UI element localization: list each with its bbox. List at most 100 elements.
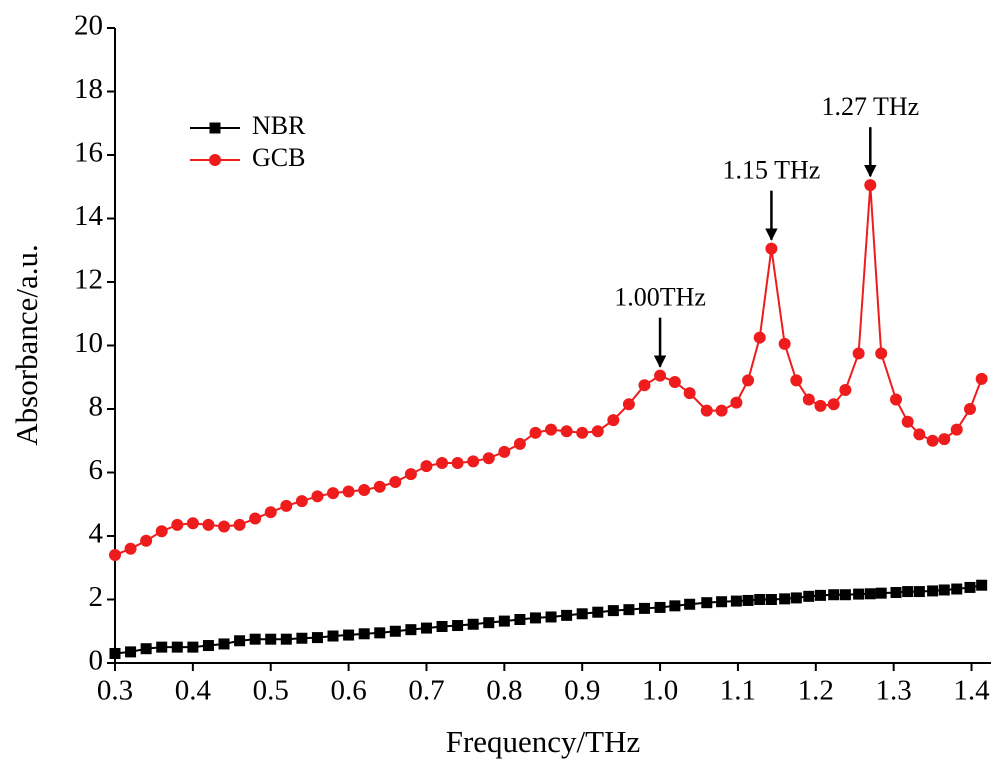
y-tick-label: 16 bbox=[74, 137, 103, 169]
data-point bbox=[186, 517, 199, 530]
data-point bbox=[140, 643, 152, 655]
data-point bbox=[839, 383, 852, 396]
data-point bbox=[623, 604, 635, 616]
data-point bbox=[902, 586, 914, 598]
data-point bbox=[234, 635, 246, 647]
data-point bbox=[742, 374, 755, 387]
x-tick-label: 1.4 bbox=[953, 675, 990, 707]
data-point bbox=[890, 587, 902, 599]
data-point bbox=[700, 404, 713, 417]
data-point bbox=[864, 588, 876, 600]
data-point bbox=[828, 589, 840, 601]
data-point bbox=[109, 549, 121, 562]
data-point bbox=[926, 434, 939, 447]
data-point bbox=[576, 426, 589, 439]
data-point bbox=[404, 468, 417, 481]
data-point bbox=[964, 581, 976, 593]
data-point bbox=[124, 542, 137, 555]
data-point bbox=[420, 622, 432, 634]
data-point bbox=[560, 425, 573, 438]
data-point bbox=[420, 460, 433, 473]
data-point bbox=[913, 428, 926, 441]
data-point bbox=[296, 632, 308, 644]
data-point bbox=[280, 499, 293, 512]
data-point bbox=[730, 396, 743, 409]
data-point bbox=[529, 426, 542, 439]
data-point bbox=[701, 597, 713, 609]
data-point bbox=[802, 393, 815, 406]
data-point bbox=[342, 485, 355, 498]
data-point bbox=[343, 629, 355, 641]
data-point bbox=[467, 455, 480, 468]
data-point bbox=[545, 423, 558, 436]
data-point bbox=[790, 374, 803, 387]
x-tick-label: 0.5 bbox=[253, 675, 289, 707]
data-point bbox=[514, 614, 526, 626]
data-point bbox=[592, 606, 604, 618]
data-point bbox=[498, 615, 510, 627]
data-point bbox=[716, 596, 728, 608]
annotation-text: 1.00THz bbox=[614, 283, 706, 312]
data-point bbox=[265, 633, 277, 645]
data-point bbox=[765, 594, 777, 605]
data-point bbox=[901, 415, 914, 428]
data-point bbox=[976, 579, 988, 591]
data-point bbox=[790, 592, 802, 604]
x-tick-label: 0.3 bbox=[97, 675, 133, 707]
data-point bbox=[638, 602, 650, 614]
x-tick-label: 0.7 bbox=[408, 675, 444, 707]
y-tick-label: 4 bbox=[89, 518, 104, 550]
y-tick-label: 20 bbox=[74, 10, 103, 42]
data-point bbox=[482, 452, 495, 465]
data-point bbox=[607, 605, 619, 617]
y-axis-label: Absorbance/a.u. bbox=[9, 244, 44, 445]
data-point bbox=[374, 627, 386, 639]
data-point bbox=[638, 379, 651, 392]
x-tick-label: 0.6 bbox=[330, 675, 366, 707]
data-point bbox=[684, 598, 696, 610]
legend-label: GCB bbox=[252, 143, 305, 172]
annotation-text: 1.15 THz bbox=[723, 156, 821, 185]
x-tick-label: 1.2 bbox=[798, 675, 834, 707]
data-point bbox=[864, 179, 877, 192]
data-point bbox=[730, 595, 742, 607]
data-point bbox=[669, 600, 681, 612]
data-point bbox=[852, 347, 865, 360]
data-point bbox=[452, 620, 464, 632]
data-point bbox=[389, 476, 402, 489]
data-point bbox=[938, 584, 950, 596]
data-point bbox=[913, 586, 925, 598]
data-point bbox=[125, 646, 137, 658]
data-point bbox=[311, 490, 324, 503]
data-point bbox=[561, 609, 573, 621]
data-point bbox=[951, 583, 963, 595]
data-point bbox=[280, 633, 292, 645]
data-point bbox=[765, 242, 778, 255]
data-point bbox=[950, 423, 963, 436]
data-point bbox=[654, 369, 667, 382]
data-point bbox=[436, 620, 448, 632]
y-tick-label: 6 bbox=[89, 454, 104, 486]
data-point bbox=[963, 403, 976, 415]
data-point bbox=[742, 594, 754, 606]
data-point bbox=[295, 495, 308, 508]
annotation-text: 1.27 THz bbox=[821, 92, 919, 121]
data-point bbox=[218, 638, 230, 650]
data-point bbox=[683, 387, 696, 400]
data-point bbox=[436, 456, 449, 469]
data-point bbox=[938, 433, 951, 446]
data-point bbox=[622, 398, 635, 411]
data-point bbox=[754, 594, 766, 605]
y-tick-label: 14 bbox=[74, 200, 104, 232]
data-point bbox=[498, 445, 511, 458]
data-point bbox=[890, 393, 903, 406]
data-point bbox=[405, 624, 417, 636]
x-axis-label: Frequency/THz bbox=[446, 724, 641, 759]
data-point bbox=[467, 618, 479, 630]
data-point bbox=[358, 628, 370, 640]
y-tick-label: 2 bbox=[89, 581, 104, 613]
data-point bbox=[927, 585, 939, 597]
data-point bbox=[483, 617, 495, 629]
legend-label: NBR bbox=[252, 111, 306, 140]
data-point bbox=[187, 641, 199, 653]
